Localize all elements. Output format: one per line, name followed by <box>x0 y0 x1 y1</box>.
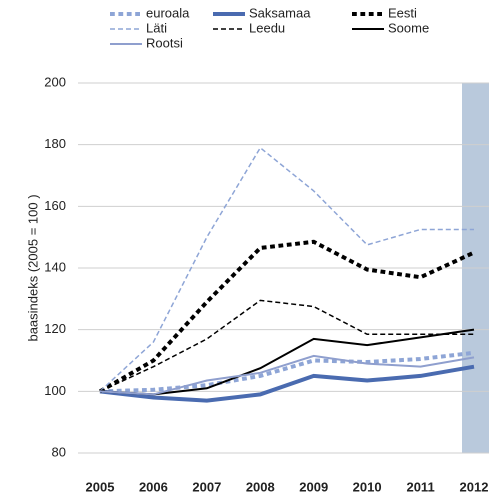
x-tick-label: 2012 <box>460 479 489 494</box>
x-tick-label: 2006 <box>139 479 168 494</box>
x-tick-label: 2005 <box>86 479 115 494</box>
y-tick-label: 180 <box>44 136 66 151</box>
x-tick-label: 2008 <box>246 479 275 494</box>
line-series <box>99 364 475 403</box>
x-tick-label: 2009 <box>299 479 328 494</box>
legend-label: euroala <box>146 5 190 20</box>
x-tick-label: 2011 <box>406 479 434 494</box>
y-tick-label: 80 <box>52 444 66 459</box>
y-tick-label: 140 <box>44 259 66 274</box>
y-tick-label: 100 <box>44 383 66 398</box>
line-series <box>99 239 475 394</box>
x-tick-label: 2007 <box>192 479 221 494</box>
legend-label: Läti <box>146 20 167 35</box>
line-series <box>99 328 475 396</box>
y-tick-label: 120 <box>44 321 66 336</box>
line-series <box>99 354 475 396</box>
y-axis-label: baasindeks (2005 = 100 ) <box>25 194 40 341</box>
legend-label: Rootsi <box>146 35 183 50</box>
x-tick-label: 2010 <box>353 479 382 494</box>
legend-label: Saksamaa <box>249 5 311 20</box>
line-series <box>99 350 475 394</box>
line-series <box>99 299 474 393</box>
legend-label: Leedu <box>249 20 285 35</box>
legend-label: Eesti <box>388 5 417 20</box>
y-tick-label: 200 <box>44 74 66 89</box>
y-tick-label: 160 <box>44 198 66 213</box>
line-series <box>99 146 474 392</box>
legend-label: Soome <box>388 20 429 35</box>
